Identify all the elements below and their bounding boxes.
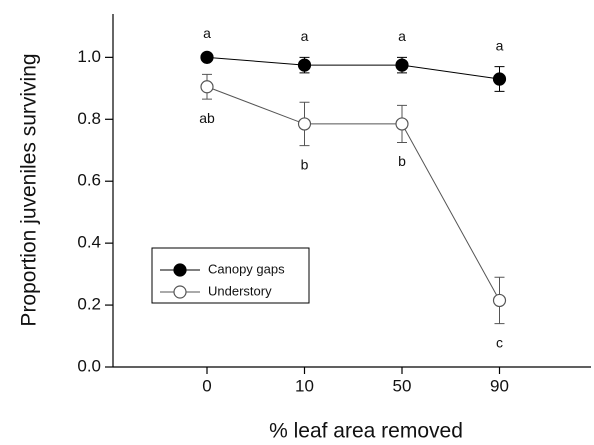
significance-letter: b (301, 156, 309, 172)
x-tick-label: 0 (202, 376, 211, 395)
x-tick-label: 50 (393, 376, 412, 395)
significance-letter: a (301, 28, 309, 44)
series-line (206, 86, 500, 301)
x-tick-label: 10 (295, 376, 314, 395)
y-tick-label: 0.4 (77, 233, 101, 252)
significance-letter: c (496, 334, 503, 350)
marker (200, 50, 214, 64)
y-tick-label: 0.8 (77, 109, 101, 128)
y-axis-title: Proportion juveniles surviving (18, 53, 41, 326)
marker (297, 58, 312, 72)
marker (200, 80, 214, 94)
significance-letter: a (398, 28, 406, 44)
marker (297, 117, 312, 131)
legend-marker (173, 285, 187, 299)
legend-label: Canopy gaps (208, 261, 285, 276)
legend-marker (173, 263, 187, 277)
series-line (206, 56, 500, 80)
x-tick-label: 90 (490, 376, 509, 395)
y-tick-label: 0.2 (77, 295, 101, 314)
x-axis-title: % leaf area removed (269, 420, 463, 443)
legend-label: Understory (208, 283, 272, 298)
y-tick-label: 0.6 (77, 171, 101, 190)
y-tick-label: 0.0 (77, 356, 101, 375)
marker (492, 293, 507, 308)
y-tick-label: 1.0 (77, 47, 101, 66)
significance-letter: ab (199, 110, 215, 126)
marker (492, 72, 507, 86)
marker (395, 117, 409, 131)
marker (395, 58, 409, 72)
significance-letter: a (203, 25, 211, 41)
significance-letter: a (496, 37, 504, 53)
significance-letter: b (398, 153, 406, 169)
